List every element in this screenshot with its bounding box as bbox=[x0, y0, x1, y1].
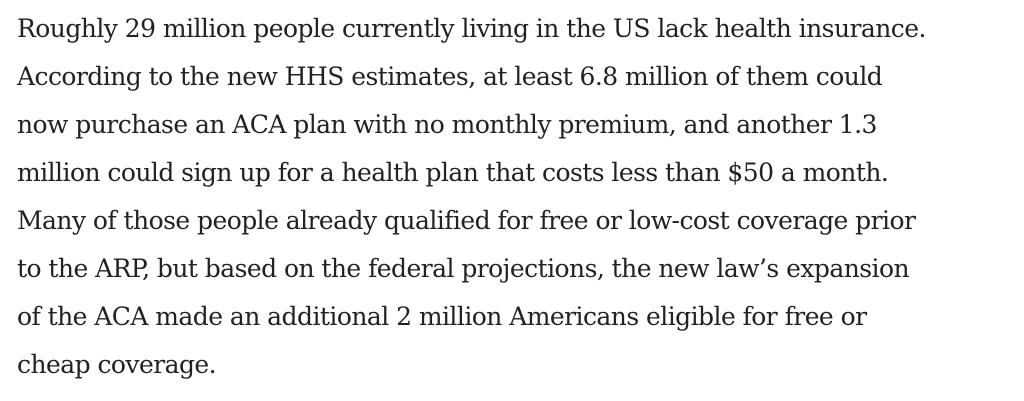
paragraph-line: of the ACA made an additional 2 million … bbox=[17, 302, 867, 331]
paragraph-line: According to the new HHS estimates, at l… bbox=[17, 62, 883, 91]
paragraph-line: to the ARP, but based on the federal pro… bbox=[17, 254, 910, 283]
paragraph-line: cheap coverage. bbox=[17, 350, 217, 379]
paragraph-line: million could sign up for a health plan … bbox=[17, 158, 889, 187]
article-body: Roughly 29 million people currently livi… bbox=[17, 0, 1017, 401]
paragraph-line: Many of those people already qualified f… bbox=[17, 206, 916, 235]
paragraph-line: Roughly 29 million people currently livi… bbox=[17, 14, 926, 43]
paragraph-line: now purchase an ACA plan with no monthly… bbox=[17, 110, 877, 139]
